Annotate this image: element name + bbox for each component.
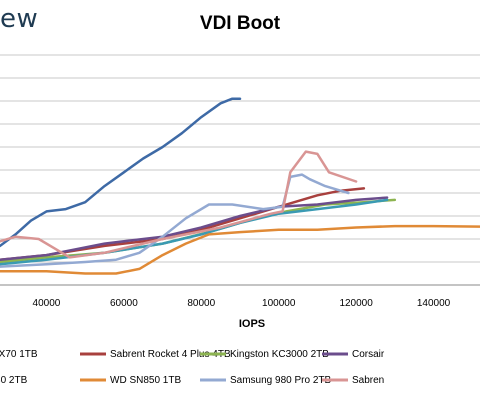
legend-item: Sabren [322,375,384,386]
legend-item: Samsung 980 Pro 2TB [200,375,331,386]
x-tick-label: 80000 [187,298,215,309]
series-line [0,224,480,275]
legend-label: uda 530 2TB [0,375,28,386]
series-line [0,196,389,261]
legend-item: uda 530 2TB [0,375,28,386]
x-tick-label: 120000 [339,298,373,309]
legend-item: Sabrent Rocket 4 Plus 4TB [80,349,231,360]
x-axis-label: IOPS [239,318,265,330]
brand-logo-fragment: ew [0,4,39,34]
x-tick-label: 100000 [262,298,296,309]
chart-title: VDI Boot [199,13,281,34]
legend-label: Corsair [352,349,385,360]
series-line [0,173,350,268]
legend-label: WD SN850 1TB [110,375,181,386]
legend-label: Sabren [352,375,384,386]
legend-item: Kingston KC3000 2TB [200,349,329,360]
series-line [0,150,358,259]
legend-item: WD SN850 1TB [80,375,181,386]
x-tick-label: 140000 [417,298,451,309]
legend-item: Corsair [322,349,385,360]
legend-label: Kingston KC3000 2TB [230,349,329,360]
x-tick-label: 40000 [33,298,61,309]
legend-label: Samsung 980 Pro 2TB [230,375,331,386]
x-tick-label: 60000 [110,298,138,309]
x-tick-labels: 40000 60000 80000 100000 120000 140000 [33,298,451,309]
series-layer [0,97,480,275]
series-line [0,97,242,248]
legend-label: Sabrent Rocket 4 Plus 4TB [110,349,231,360]
